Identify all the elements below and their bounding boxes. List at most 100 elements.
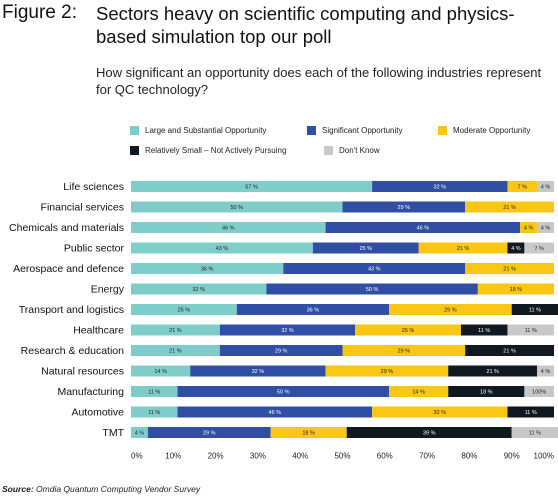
bar-segment: [131, 365, 191, 377]
bar-segment: [219, 324, 356, 336]
data-label: 7 %: [534, 246, 544, 252]
category-label: Public sector: [64, 243, 125, 255]
source-text: Omdia Quantum Computing Vendor Survey: [36, 484, 201, 494]
category-label: Automotive: [71, 407, 124, 419]
bar-segment: [465, 201, 554, 213]
bar-segment: [342, 345, 466, 356]
bar-segment: [219, 345, 343, 356]
x-tick-label: 80%: [461, 452, 477, 461]
category-label: Financial services: [41, 202, 124, 214]
bar-segment: [131, 263, 284, 274]
bar-segment: [537, 181, 554, 192]
data-label: 32 %: [434, 185, 447, 191]
category-label: Life sciences: [63, 181, 124, 193]
bar-segment: [448, 386, 525, 397]
data-label: 32 %: [281, 328, 294, 334]
data-label: 50 %: [366, 287, 379, 293]
data-label: 11 %: [148, 390, 160, 396]
stacked-bar-chart: Life sciences 57 % 32 % 7 % 4 % Financial ser…: [9, 181, 558, 461]
bar-segment: [131, 406, 178, 418]
x-tick-label: 60%: [377, 452, 393, 461]
category-label: Natural resources: [41, 366, 124, 378]
data-label: 100%: [532, 390, 546, 396]
data-label: 11 %: [529, 431, 541, 437]
bar-segment: [511, 427, 558, 438]
bar-segment: [236, 304, 390, 315]
bar-segment: [507, 181, 538, 192]
x-tick-label: 70%: [419, 452, 435, 461]
data-label: 4 %: [524, 226, 534, 232]
bar-segment: [131, 242, 313, 254]
data-label: 4 %: [135, 431, 145, 437]
data-label: 4 %: [511, 246, 521, 252]
data-label: 50 %: [230, 205, 243, 211]
bar-segment: [147, 427, 271, 438]
bar-segment: [131, 345, 220, 356]
bar-segment: [283, 263, 466, 274]
figure-label: Figure 2:: [2, 2, 77, 23]
data-label: 46 %: [269, 410, 282, 416]
bar-segment: [266, 283, 478, 295]
data-label: 21 %: [503, 267, 516, 273]
data-label: 29 %: [444, 308, 457, 314]
bar-segment: [131, 427, 148, 438]
data-label: 32 %: [252, 369, 265, 375]
category-label: Healthcare: [73, 325, 124, 337]
bar-segment: [465, 345, 554, 356]
category-label: Manufacturing: [57, 386, 124, 398]
bar-segment: [270, 427, 347, 438]
x-tick-label: 20%: [208, 452, 224, 461]
bar-segment: [372, 181, 508, 192]
source-note: Source: Omdia Quantum Computing Vendor S…: [2, 484, 200, 494]
x-tick-label: 0%: [131, 452, 143, 461]
chart-title: Sectors heavy on scientific computing an…: [96, 3, 515, 47]
data-label: 11 %: [148, 410, 160, 416]
data-label: 29 %: [381, 369, 394, 375]
data-label: 29 %: [398, 205, 411, 211]
bar-segment: [524, 242, 554, 254]
data-label: 25 %: [402, 328, 415, 334]
data-label: 11 %: [525, 410, 537, 416]
bar-segment: [448, 365, 538, 377]
data-label: 50 %: [277, 390, 290, 396]
bar-segment: [131, 201, 343, 213]
category-label: Research & education: [21, 345, 124, 357]
data-label: 46 %: [417, 226, 430, 232]
data-label: 21 %: [486, 369, 499, 375]
x-tick-label: 90%: [504, 452, 520, 461]
data-label: 14 %: [154, 369, 167, 375]
bar-segment: [537, 222, 554, 233]
bar-segment: [346, 427, 512, 438]
bar-segment: [465, 263, 554, 274]
x-tick-label: 40%: [292, 452, 308, 461]
data-label: 21 %: [457, 246, 470, 252]
data-label: 29 %: [275, 349, 288, 355]
bar-segment: [190, 365, 326, 377]
category-label: Energy: [91, 284, 125, 296]
bar-segment: [355, 324, 461, 336]
bar-segment: [389, 386, 449, 397]
bar-segment: [507, 406, 554, 418]
data-label: 18 %: [480, 390, 493, 396]
bar-segment: [477, 283, 554, 295]
data-label: 29 %: [398, 349, 411, 355]
bar-segment: [177, 386, 390, 397]
category-label: Aerospace and defence: [13, 263, 124, 275]
data-label: 18 %: [302, 431, 315, 437]
bar-segment: [325, 222, 521, 233]
bar-segment: [418, 242, 508, 254]
data-label: 11 %: [529, 308, 541, 314]
data-label: 7 %: [518, 185, 528, 191]
bar-segment: [131, 304, 237, 315]
data-label: 4 %: [541, 185, 551, 191]
data-label: 21 %: [503, 205, 516, 211]
data-label: 46 %: [222, 226, 235, 232]
data-label: 36 %: [307, 308, 320, 314]
data-label: 25 %: [359, 246, 372, 252]
data-label: 14 %: [412, 390, 425, 396]
data-label: 32 %: [192, 287, 205, 293]
bar-segment: [507, 324, 554, 336]
bar-segment: [537, 365, 554, 377]
data-label: 57 %: [245, 185, 258, 191]
x-tick-label: 10%: [165, 452, 181, 461]
